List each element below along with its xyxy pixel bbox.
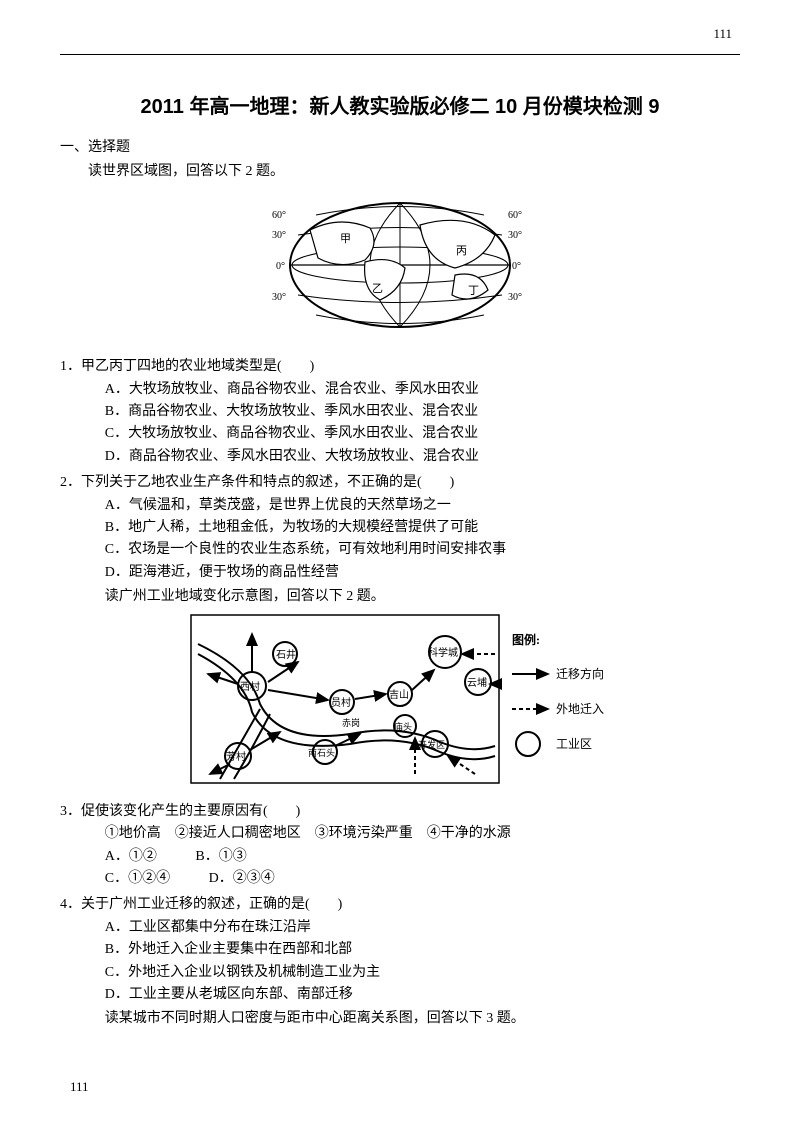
q3-option-c: C．①②④	[105, 871, 170, 886]
q2-option-b: B．地广人稀，土地租金低，为牧场的大规模经营提供了可能	[105, 517, 740, 539]
page-number-top: 111	[713, 24, 732, 45]
svg-text:工业区: 工业区	[556, 737, 592, 751]
instruction-3: 读某城市不同时期人口密度与距市中心距离关系图，回答以下 3 题。	[60, 1008, 740, 1030]
q3-option-b: B．①③	[195, 849, 246, 864]
q4-option-a: A．工业区都集中分布在珠江沿岸	[105, 917, 740, 939]
svg-text:0°: 0°	[276, 261, 285, 272]
q1-stem: 1．甲乙丙丁四地的农业地域类型是( )	[60, 356, 740, 378]
q3-stem: 3．促使该变化产生的主要原因有( )	[60, 801, 740, 823]
question-3: 3．促使该变化产生的主要原因有( ) ①地价高 ②接近人口稠密地区 ③环境污染严…	[60, 801, 740, 891]
q4-stem: 4．关于广州工业迁移的叙述，正确的是( )	[60, 894, 740, 916]
q1-option-b: B．商品谷物农业、大牧场放牧业、季风水田农业、混合农业	[105, 401, 740, 423]
exam-page: 111 2011 年高一地理：新人教实验版必修二 10 月份模块检测 9 一、选…	[0, 0, 800, 1132]
svg-text:外地迁入: 外地迁入	[556, 702, 604, 716]
question-4: 4．关于广州工业迁移的叙述，正确的是( ) A．工业区都集中分布在珠江沿岸 B．…	[60, 894, 740, 1006]
svg-text:丁: 丁	[468, 285, 479, 297]
svg-text:员村: 员村	[331, 696, 351, 709]
top-divider	[60, 54, 740, 55]
svg-text:迁移方向: 迁移方向	[556, 666, 604, 681]
svg-text:科学城: 科学城	[428, 646, 458, 659]
q2-option-d: D．距海港近，便于牧场的商品性经营	[105, 562, 740, 584]
q2-stem: 2．下列关于乙地农业生产条件和特点的叙述，不正确的是( )	[60, 472, 740, 494]
q1-option-a: A．大牧场放牧业、商品谷物农业、混合农业、季风水田农业	[105, 379, 740, 401]
q1-option-c: C．大牧场放牧业、商品谷物农业、季风水田农业、混合农业	[105, 423, 740, 445]
svg-text:丙: 丙	[456, 245, 467, 257]
document-title: 2011 年高一地理：新人教实验版必修二 10 月份模块检测 9	[60, 91, 740, 123]
svg-text:庙头: 庙头	[394, 721, 412, 732]
svg-text:30°: 30°	[508, 292, 522, 303]
q3-option-a: A．①②	[105, 849, 157, 864]
q3-option-d: D．②③④	[209, 871, 275, 886]
question-2: 2．下列关于乙地农业生产条件和特点的叙述，不正确的是( ) A．气候温和，草类茂…	[60, 472, 740, 584]
q1-options: A．大牧场放牧业、商品谷物农业、混合农业、季风水田农业 B．商品谷物农业、大牧场…	[60, 379, 740, 469]
svg-text:石井: 石井	[276, 648, 296, 661]
svg-text:图例:: 图例:	[512, 632, 540, 647]
q3-subrow: ①地价高 ②接近人口稠密地区 ③环境污染严重 ④干净的水源	[60, 823, 740, 845]
section-heading: 一、选择题	[60, 137, 740, 159]
svg-text:吉山: 吉山	[389, 689, 409, 701]
svg-text:30°: 30°	[508, 230, 522, 241]
q1-option-d: D．商品谷物农业、季风水田农业、大牧场放牧业、混合农业	[105, 446, 740, 468]
svg-text:0°: 0°	[512, 261, 521, 272]
q4-options: A．工业区都集中分布在珠江沿岸 B．外地迁入企业主要集中在西部和北部 C．外地迁…	[60, 917, 740, 1007]
question-1: 1．甲乙丙丁四地的农业地域类型是( ) A．大牧场放牧业、商品谷物农业、混合农业…	[60, 356, 740, 468]
svg-text:30°: 30°	[272, 230, 286, 241]
svg-text:芳村: 芳村	[226, 750, 246, 763]
svg-text:乙: 乙	[372, 282, 383, 295]
q2-option-c: C．农场是一个良性的农业生态系统，可有效地利用时间安排农事	[105, 539, 740, 561]
instruction-1: 读世界区域图，回答以下 2 题。	[60, 161, 740, 183]
svg-text:云埔: 云埔	[467, 676, 487, 689]
instruction-2: 读广州工业地域变化示意图，回答以下 2 题。	[60, 586, 740, 608]
figure-guangzhou-map: 石井 西村 芳村 员村 赤岗 南石头 吉山 庙头 开发区 科学城 云埔	[60, 614, 740, 792]
q2-option-a: A．气候温和，草类茂盛，是世界上优良的天然草场之一	[105, 495, 740, 517]
svg-text:30°: 30°	[272, 292, 286, 303]
page-number-bottom: 111	[70, 1077, 89, 1098]
svg-text:赤岗: 赤岗	[342, 718, 360, 728]
q2-options: A．气候温和，草类茂盛，是世界上优良的天然草场之一 B．地广人稀，土地租金低，为…	[60, 495, 740, 585]
svg-text:甲: 甲	[340, 233, 351, 245]
q4-option-d: D．工业主要从老城区向东部、南部迁移	[105, 984, 740, 1006]
svg-text:60°: 60°	[508, 210, 522, 221]
q3-options-row2: C．①②④ D．②③④	[60, 868, 740, 890]
figure-world-map: 甲 乙 丙 丁 60° 30° 0° 30° 60° 30° 0° 30°	[60, 190, 740, 348]
svg-text:60°: 60°	[272, 210, 286, 221]
q4-option-c: C．外地迁入企业以钢铁及机械制造工业为主	[105, 962, 740, 984]
svg-text:南石头: 南石头	[308, 747, 335, 758]
svg-text:西村: 西村	[240, 680, 260, 693]
svg-text:开发区: 开发区	[418, 739, 445, 750]
q4-option-b: B．外地迁入企业主要集中在西部和北部	[105, 939, 740, 961]
q3-options-row1: A．①② B．①③	[60, 846, 740, 868]
